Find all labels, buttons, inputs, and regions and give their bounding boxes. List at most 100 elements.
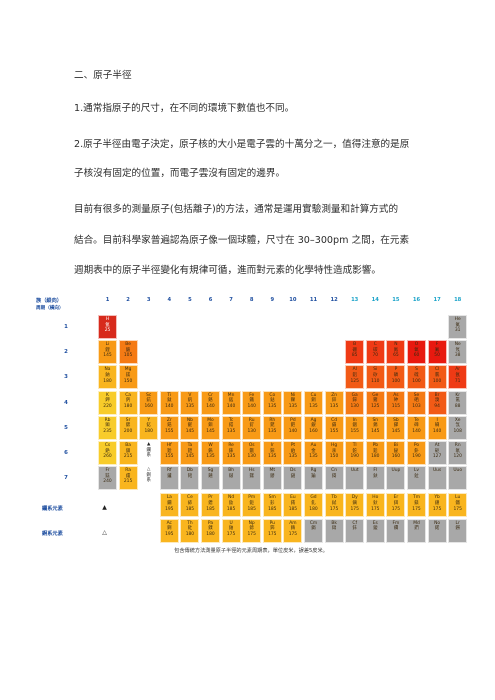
element-cell: Y 釔 180 bbox=[139, 415, 159, 440]
element-symbol: V bbox=[188, 392, 192, 398]
element-symbol: Si bbox=[373, 367, 378, 373]
element-symbol: Fm bbox=[392, 520, 400, 526]
element-radius: 215 bbox=[123, 479, 133, 485]
element-name: 氮 bbox=[393, 347, 399, 353]
element-cell: V 釩 135 bbox=[180, 390, 200, 415]
element-symbol: Sm bbox=[268, 495, 276, 501]
element-name: 鉝 bbox=[414, 473, 419, 479]
element-radius: 200 bbox=[123, 428, 133, 434]
element-cell: Am 鋂 175 bbox=[283, 518, 303, 543]
element-name: 鈾 bbox=[228, 526, 234, 532]
element-name: 銫 bbox=[105, 448, 110, 454]
element-cell: Lu 鎦 175 bbox=[448, 493, 468, 518]
element-cell: Pb 鉛 180 bbox=[365, 441, 385, 465]
element-radius: 38 bbox=[454, 353, 461, 359]
element-symbol: Ni bbox=[290, 392, 296, 398]
element-radius: 110 bbox=[371, 378, 380, 384]
element-symbol: Ge bbox=[372, 392, 379, 398]
element-radius: 235 bbox=[103, 428, 112, 434]
element-symbol: Ne bbox=[454, 342, 461, 348]
element-symbol: U bbox=[229, 520, 233, 526]
element-symbol: Nd bbox=[228, 495, 235, 501]
element-cell: H 氫 25 bbox=[98, 315, 117, 339]
element-name: 𨭆 bbox=[249, 473, 254, 479]
element-symbol: Cs bbox=[104, 443, 111, 448]
element-radius: 135 bbox=[268, 403, 277, 409]
element-symbol: Re bbox=[228, 443, 234, 448]
element-cell: Mg 鎂 150 bbox=[118, 365, 138, 390]
group-number: 15 bbox=[392, 297, 400, 303]
element-name: 鐠 bbox=[208, 500, 213, 506]
element-cell: F 氟 50 bbox=[427, 340, 447, 365]
element-cell: U 鈾 175 bbox=[221, 518, 241, 543]
element-cell: Lv 鉝 bbox=[407, 466, 426, 491]
element-name: 鉛 bbox=[373, 448, 378, 454]
element-name: 釹 bbox=[228, 500, 234, 506]
element-symbol: Rf bbox=[166, 468, 172, 474]
element-symbol: Cl bbox=[434, 367, 440, 373]
element-radius: 150 bbox=[329, 454, 339, 460]
element-cell: Ar 氬 71 bbox=[448, 365, 468, 390]
element-symbol: Es bbox=[372, 520, 378, 526]
element-symbol: Dy bbox=[351, 495, 358, 501]
element-name: 鈇 bbox=[373, 473, 378, 479]
element-symbol: Au bbox=[310, 443, 317, 448]
element-name: 鉭 bbox=[187, 448, 193, 454]
element-name: 砷 bbox=[393, 398, 399, 404]
element-radius: 185 bbox=[268, 506, 277, 512]
element-name: 鍩 bbox=[434, 526, 440, 532]
element-radius: 135 bbox=[329, 403, 339, 409]
element-symbol: As bbox=[393, 392, 399, 398]
element-radius: 125 bbox=[350, 378, 359, 384]
element-radius: 190 bbox=[350, 454, 359, 460]
element-name: 釤 bbox=[270, 500, 275, 506]
element-radius: 220 bbox=[103, 403, 112, 409]
element-name: 鉳 bbox=[331, 526, 337, 532]
element-symbol: Kr bbox=[455, 392, 461, 398]
element-radius: 155 bbox=[165, 428, 174, 434]
element-cell: Co 鈷 135 bbox=[262, 390, 282, 415]
element-name: 鐨 bbox=[393, 526, 399, 532]
element-radius: 65 bbox=[393, 353, 399, 359]
group-number: 18 bbox=[454, 297, 462, 303]
element-radius: 135 bbox=[206, 454, 215, 460]
element-symbol: Ir bbox=[270, 443, 274, 448]
element-symbol: Gd bbox=[310, 495, 317, 501]
element-cell: Pm 鉕 185 bbox=[242, 493, 262, 518]
element-cell: Tc 鎝 135 bbox=[221, 415, 241, 440]
element-cell: Bi 鉍 160 bbox=[386, 441, 406, 465]
element-name: 銠 bbox=[270, 423, 275, 429]
element-cell: S 硫 100 bbox=[407, 365, 426, 390]
element-name: 鑭 bbox=[146, 447, 151, 453]
element-symbol: Pt bbox=[290, 443, 296, 448]
element-name: 鈦 bbox=[167, 398, 172, 404]
element-radius: 145 bbox=[206, 428, 215, 434]
element-radius: 94 bbox=[434, 403, 440, 409]
element-cell: ▲ 鑭系 bbox=[139, 441, 158, 465]
element-radius: 135 bbox=[226, 454, 236, 460]
element-symbol: I bbox=[436, 417, 438, 423]
element-cell: Ta 鉭 145 bbox=[180, 441, 200, 465]
element-cell: Cd 鎘 155 bbox=[324, 415, 344, 440]
element-cell: Ca 鈣 180 bbox=[118, 390, 138, 415]
element-radius: 145 bbox=[391, 428, 401, 434]
element-name: 鎦 bbox=[455, 500, 460, 506]
group-number: 7 bbox=[229, 297, 233, 303]
element-name: 䥑 bbox=[270, 473, 275, 479]
element-radius: 190 bbox=[412, 454, 421, 460]
element-cell: Cm 鋦 bbox=[304, 518, 323, 543]
element-name: 汞 bbox=[331, 448, 337, 454]
element-radius: 70 bbox=[372, 353, 379, 359]
element-cell: Ac 錒 195 bbox=[159, 518, 179, 543]
element-cell: Fe 鐵 140 bbox=[242, 390, 262, 415]
element-symbol: Ra bbox=[125, 468, 131, 474]
element-symbol: Tb bbox=[331, 495, 337, 501]
element-cell: Uut bbox=[345, 466, 365, 491]
element-name: 鑪 bbox=[167, 473, 172, 479]
element-cell: Ge 鍺 125 bbox=[365, 390, 385, 415]
element-symbol: Db bbox=[186, 468, 193, 474]
element-radius: 160 bbox=[309, 428, 318, 434]
element-name: 溴 bbox=[434, 398, 440, 404]
element-symbol: Rn bbox=[454, 443, 461, 448]
group-number: 6 bbox=[208, 297, 213, 303]
